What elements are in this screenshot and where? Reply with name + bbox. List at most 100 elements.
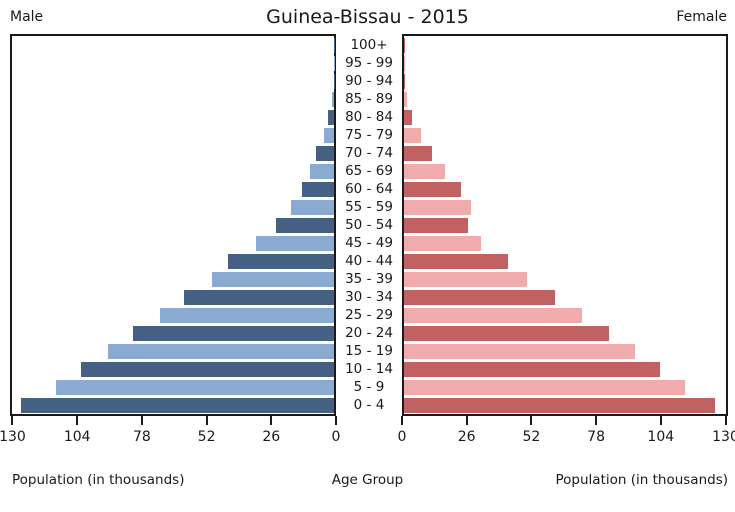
tick-mark: [335, 416, 337, 425]
male-bar: [81, 361, 334, 377]
male-bar: [328, 109, 334, 125]
female-bar-row: [404, 90, 726, 108]
female-axis-ticks: [401, 416, 728, 425]
male-bar: [55, 379, 334, 395]
tick-label: 0: [331, 429, 341, 445]
female-bar-row: [404, 36, 726, 54]
female-bar-row: [404, 234, 726, 252]
age-group-label: 0 - 4: [353, 397, 385, 413]
tick-label: 78: [587, 429, 606, 445]
male-bar-row: [12, 162, 334, 180]
male-bar-row: [12, 252, 334, 270]
male-bar-row: [12, 54, 334, 72]
tick-label: 26: [262, 429, 281, 445]
age-group-label: 100+: [350, 37, 388, 53]
tick-label: 130: [712, 429, 735, 445]
age-group-label: 10 - 14: [345, 361, 393, 377]
male-bar-row: [12, 306, 334, 324]
tick-label: 0: [397, 429, 407, 445]
male-bar-row: [12, 324, 334, 342]
female-bar-row: [404, 270, 726, 288]
age-group-label: 15 - 19: [345, 343, 393, 359]
female-bar: [404, 127, 422, 143]
female-bars: [404, 36, 726, 414]
tick-mark: [205, 416, 208, 425]
female-bar: [404, 217, 468, 233]
female-bar: [404, 343, 635, 359]
female-bar: [404, 325, 610, 341]
tick-mark: [724, 416, 727, 425]
male-bar: [276, 217, 334, 233]
male-bar-row: [12, 72, 334, 90]
male-bar: [21, 397, 334, 413]
female-bar-row: [404, 108, 726, 126]
male-bar: [184, 289, 334, 305]
tick-mark: [401, 416, 403, 425]
female-bar: [404, 91, 407, 107]
male-bar-row: [12, 108, 334, 126]
female-bar: [404, 271, 528, 287]
female-bar-row: [404, 360, 726, 378]
male-bar-row: [12, 288, 334, 306]
male-bar: [255, 235, 334, 251]
male-bar-row: [12, 216, 334, 234]
male-bar: [291, 199, 334, 215]
female-bar: [404, 361, 660, 377]
female-bar-row: [404, 144, 726, 162]
age-group-label: 90 - 94: [345, 73, 393, 89]
female-bar-row: [404, 306, 726, 324]
male-bar-row: [12, 90, 334, 108]
male-bar-row: [12, 126, 334, 144]
female-bar: [404, 253, 509, 269]
male-axis-ticks: [10, 416, 337, 425]
male-bar: [159, 307, 334, 323]
male-bar-row: [12, 378, 334, 396]
male-bar: [301, 181, 334, 197]
female-bar-row: [404, 216, 726, 234]
age-group-label: 95 - 99: [345, 55, 393, 71]
female-bar-row: [404, 54, 726, 72]
female-bar-row: [404, 126, 726, 144]
female-bar: [404, 379, 685, 395]
male-bar-row: [12, 180, 334, 198]
female-bar: [404, 163, 446, 179]
age-group-label: 85 - 89: [345, 91, 393, 107]
male-bar-row: [12, 36, 334, 54]
male-bars: [12, 36, 334, 414]
age-group-label: 30 - 34: [345, 289, 393, 305]
age-group-label: 80 - 84: [345, 109, 393, 125]
age-group-axis: 100+ 95 - 99 90 - 94 85 - 89 80 - 84 75 - 79 7…: [336, 36, 402, 414]
tick-mark: [76, 416, 79, 425]
female-bar: [404, 307, 582, 323]
tick-mark: [270, 416, 273, 425]
tick-mark: [530, 416, 533, 425]
female-bar-row: [404, 288, 726, 306]
tick-label: 104: [63, 429, 91, 445]
age-group-label: 45 - 49: [345, 235, 393, 251]
tick-mark: [595, 416, 598, 425]
age-group-label: 75 - 79: [345, 127, 393, 143]
tick-label: 52: [522, 429, 541, 445]
male-bar-row: [12, 234, 334, 252]
tick-label: 78: [132, 429, 151, 445]
female-bar-row: [404, 180, 726, 198]
tick-label: 130: [0, 429, 26, 445]
female-bar-row: [404, 252, 726, 270]
age-group-label: 35 - 39: [345, 271, 393, 287]
female-bar: [404, 73, 405, 89]
male-bar: [316, 145, 334, 161]
male-axis-tick-labels: 130 104 78 52 26 0: [0, 429, 340, 447]
female-bar-row: [404, 72, 726, 90]
tick-label: 104: [647, 429, 675, 445]
female-bar: [404, 109, 412, 125]
male-bar: [332, 91, 334, 107]
age-group-label: 5 - 9: [353, 379, 385, 395]
male-bar: [323, 127, 334, 143]
male-bar-row: [12, 360, 334, 378]
female-bar: [404, 181, 461, 197]
tick-mark: [11, 416, 14, 425]
male-side-label: Male: [10, 9, 44, 25]
male-bar: [132, 325, 334, 341]
male-bar-row: [12, 270, 334, 288]
female-bar: [404, 235, 481, 251]
